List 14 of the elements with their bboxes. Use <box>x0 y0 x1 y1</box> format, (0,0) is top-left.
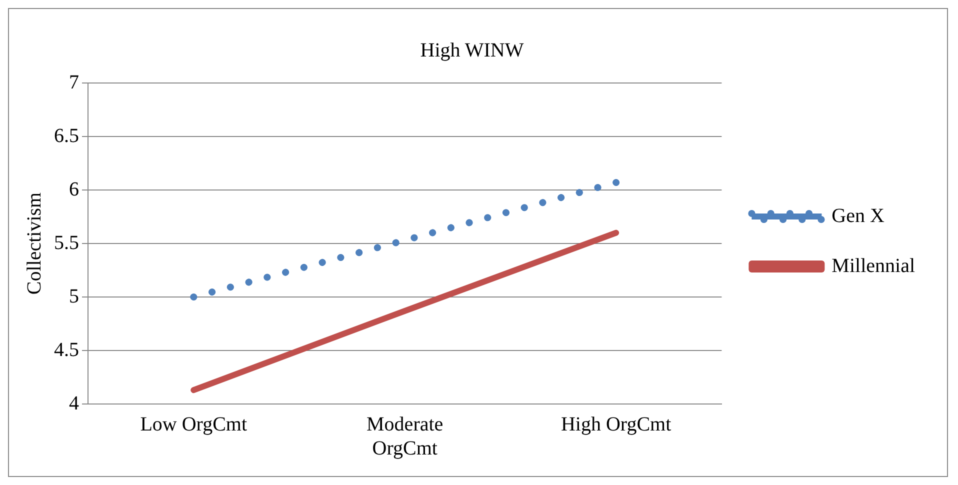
x-tick-label: Low OrgCmt <box>140 413 248 436</box>
legend-label: Millennial <box>832 254 916 277</box>
x-tick-label: Moderate OrgCmt <box>366 413 444 460</box>
y-axis-title: Collectivism <box>23 192 46 295</box>
legend-label: Gen X <box>832 204 885 227</box>
x-tick-label: High OrgCmt <box>560 413 672 436</box>
y-tick-label: 4 <box>69 392 79 414</box>
y-tick-label: 7 <box>69 71 79 94</box>
y-tick-label: 4.5 <box>54 338 79 361</box>
y-tick-label: 5 <box>69 285 79 308</box>
y-tick-label: 5.5 <box>54 232 79 254</box>
chart-title: High WINW <box>420 39 524 62</box>
y-tick-label: 6 <box>69 178 79 200</box>
y-tick-label: 6.5 <box>54 124 79 147</box>
